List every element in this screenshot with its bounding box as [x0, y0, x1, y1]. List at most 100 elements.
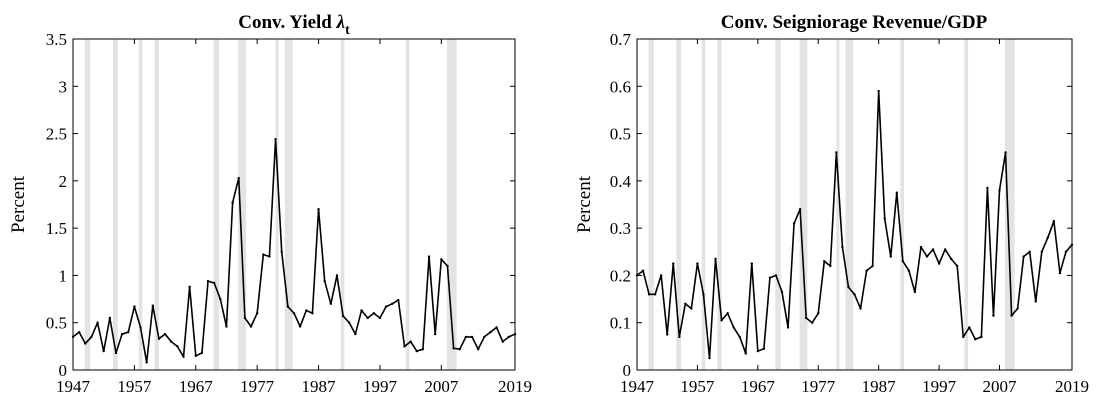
y-axis-label: Percent — [574, 175, 595, 233]
data-point — [702, 293, 705, 296]
data-point — [96, 321, 99, 324]
data-point — [823, 260, 826, 263]
recession-band — [964, 39, 969, 370]
y-tick-label: 0.5 — [610, 125, 631, 144]
x-tick-label: 1977 — [801, 377, 836, 396]
chart-title-text: Conv. Seigniorage Revenue/GDP — [721, 12, 988, 33]
data-point — [292, 312, 296, 315]
data-point — [798, 208, 802, 211]
data-point — [666, 333, 669, 336]
data-point — [871, 264, 874, 268]
recession-band — [340, 39, 345, 370]
data-point — [206, 279, 210, 283]
data-point — [360, 309, 363, 312]
x-tick-label: 2019 — [1055, 377, 1089, 396]
data-point — [157, 337, 161, 340]
data-point — [913, 290, 917, 294]
data-point — [378, 316, 382, 320]
data-point — [811, 321, 814, 324]
data-point — [341, 314, 345, 318]
data-point — [133, 305, 136, 308]
data-point — [151, 304, 155, 307]
data-point — [501, 340, 504, 343]
recession-band — [836, 39, 840, 370]
data-point — [298, 325, 302, 328]
data-point — [992, 314, 995, 317]
data-point — [1034, 300, 1037, 303]
data-point — [182, 355, 185, 358]
y-axis-label: Percent — [8, 175, 29, 233]
chart-seigniorage-revenue: 0 0.1 0.2 0.3 0.4 0.5 0.6 0.7 1947 1957 1967 1977 19… — [574, 12, 1089, 396]
data-point — [998, 189, 1001, 192]
data-point — [176, 345, 179, 348]
data-point — [901, 260, 905, 263]
data-point — [835, 151, 838, 154]
data-point — [366, 316, 369, 320]
data-point — [829, 264, 832, 268]
data-point — [690, 307, 693, 310]
plot-frame — [636, 38, 1073, 371]
data-point — [738, 335, 741, 339]
data-point — [684, 302, 687, 305]
data-point — [200, 351, 204, 355]
data-point — [384, 305, 388, 308]
data-point — [489, 330, 492, 334]
recession-band — [845, 39, 854, 370]
data-point — [974, 338, 977, 341]
data-point — [194, 354, 197, 358]
data-point — [931, 248, 935, 251]
data-point — [980, 335, 983, 339]
data-point — [427, 255, 431, 258]
data-point — [653, 293, 657, 296]
data-point — [495, 326, 498, 329]
data-point — [762, 347, 766, 350]
data-point — [311, 312, 314, 315]
recession-band — [717, 39, 722, 370]
data-point — [804, 316, 808, 320]
recession-band — [405, 39, 410, 370]
data-point — [262, 253, 265, 256]
data-point — [335, 274, 339, 277]
data-point — [84, 342, 87, 345]
x-tick-label: 1977 — [240, 377, 275, 396]
data-point — [647, 293, 651, 296]
chart-title-text: Conv. Yield — [238, 12, 336, 33]
recession-band — [275, 39, 279, 370]
data-point — [464, 335, 468, 339]
data-point — [841, 245, 844, 249]
data-point — [188, 285, 191, 288]
y-tick-label: 0.5 — [46, 314, 67, 333]
y-tick-label: 2.5 — [46, 125, 67, 144]
recession-band — [446, 39, 457, 370]
x-tick-label: 1947 — [56, 377, 91, 396]
data-point — [483, 335, 486, 339]
data-point — [986, 186, 989, 190]
data-point — [659, 274, 663, 277]
data-point — [458, 347, 461, 351]
y-tick-label: 0.4 — [610, 172, 632, 191]
data-point — [470, 335, 474, 339]
data-point — [268, 255, 271, 258]
data-point — [925, 255, 929, 258]
x-tick-label: 2007 — [424, 377, 459, 396]
data-point — [1046, 236, 1050, 239]
data-point — [433, 332, 437, 336]
data-point — [786, 326, 790, 329]
data-point — [865, 269, 868, 272]
data-point — [847, 286, 850, 289]
data-point — [212, 281, 216, 285]
data-point — [780, 290, 784, 294]
recession-band — [238, 39, 247, 370]
data-point — [949, 257, 953, 261]
chart-title-symbol: λ — [336, 12, 345, 33]
data-point — [243, 316, 247, 320]
x-tick-label: 2007 — [983, 377, 1018, 396]
data-point — [672, 262, 675, 265]
data-point — [446, 264, 449, 268]
data-point — [1064, 250, 1068, 253]
data-point — [792, 222, 796, 225]
data-point — [726, 312, 729, 315]
recession-band — [799, 39, 808, 370]
data-point — [90, 335, 93, 339]
x-tick-label: 1957 — [117, 377, 152, 396]
